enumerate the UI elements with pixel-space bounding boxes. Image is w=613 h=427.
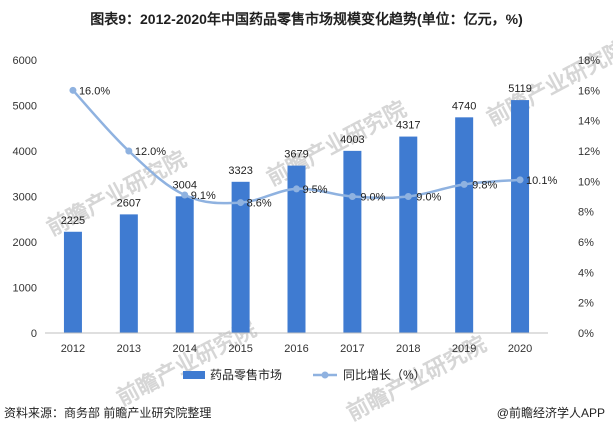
left-axis-tick-label: 0 — [31, 328, 37, 340]
left-axis: 0 1000 2000 3000 4000 5000 6000 — [13, 55, 37, 340]
right-axis-tick-label: 4% — [578, 267, 594, 279]
bar — [511, 100, 530, 333]
legend-bar-swatch — [183, 371, 205, 379]
bar — [399, 136, 418, 333]
line-value-label: 8.6% — [247, 198, 272, 210]
growth-line — [72, 89, 521, 205]
line-point — [69, 86, 77, 94]
left-axis-tick-label: 6000 — [13, 55, 37, 67]
right-axis-tick-label: 2% — [578, 298, 594, 310]
left-axis-tick-label: 2000 — [13, 237, 37, 249]
bar — [63, 231, 82, 333]
x-axis-tick-label: 2013 — [117, 343, 141, 355]
line-value-label: 9.8% — [472, 179, 497, 191]
line-point — [348, 193, 356, 200]
line-value-label: 9.0% — [360, 192, 385, 204]
bar — [119, 214, 138, 333]
line-point — [460, 180, 468, 188]
bar-value-label: 3323 — [228, 165, 252, 177]
bar-value-label: 3679 — [284, 149, 308, 161]
line-value-label: 10.1% — [526, 175, 557, 187]
x-axis-tick-label: 2015 — [228, 343, 252, 355]
line-point — [516, 176, 524, 184]
line-value-label: 9.5% — [303, 184, 328, 196]
bar-value-label: 4003 — [340, 134, 364, 146]
source-note: 资料来源：商务部 前瞻产业研究院整理 — [4, 406, 212, 420]
line-point — [237, 199, 245, 207]
legend-bar-label: 药品零售市场 — [210, 367, 282, 382]
line-point — [293, 185, 300, 193]
chart-title: 图表9：2012-2020年中国药品零售市场规模变化趋势(单位：亿元，%) — [90, 11, 523, 27]
x-axis-tick-label: 2012 — [61, 343, 85, 355]
x-axis-tick-label: 2018 — [396, 343, 420, 355]
line-value-label: 12.0% — [135, 146, 166, 158]
line-value-label: 16.0% — [79, 85, 110, 97]
legend-line-label: 同比增长（%） — [343, 368, 426, 382]
brand-credit: @前瞻经济学人APP — [496, 406, 605, 420]
bar — [231, 181, 250, 333]
watermark-text: 前瞻产业研究院 — [263, 96, 411, 190]
bar-value-label: 4317 — [396, 120, 420, 132]
bar-value-label: 2607 — [117, 197, 141, 209]
right-axis-tick-label: 12% — [578, 146, 600, 158]
x-axis: 2012 2013 2014 2015 2016 2017 2018 2019 2020 — [45, 332, 548, 355]
line-point — [404, 193, 412, 200]
right-axis-tick-label: 10% — [578, 176, 600, 188]
left-axis-tick-label: 5000 — [13, 101, 37, 113]
line-value-label: 9.0% — [416, 192, 441, 204]
right-axis-tick-label: 6% — [578, 237, 594, 249]
left-axis-tick-label: 1000 — [13, 283, 37, 295]
right-axis: 0% 2% 4% 6% 8% 10% 12% 14% 16% 18% — [578, 55, 600, 340]
legend: 药品零售市场 同比增长（%） — [183, 367, 426, 382]
legend-line-marker — [321, 371, 329, 379]
line-series: 16.0% 12.0% 9.1% 8.6% 9.5% 9.0% 9.0% 9.8% 10.1% — [69, 85, 557, 210]
left-axis-tick-label: 4000 — [13, 146, 37, 158]
bar — [343, 150, 362, 333]
right-axis-tick-label: 14% — [578, 116, 600, 128]
bar-value-label: 5119 — [508, 83, 532, 95]
x-axis-tick-label: 2020 — [508, 343, 532, 355]
line-point — [181, 191, 189, 199]
x-axis-tick-label: 2016 — [284, 343, 308, 355]
bar — [175, 196, 194, 333]
bar-value-label: 3004 — [172, 179, 196, 191]
right-axis-tick-label: 0% — [578, 328, 594, 340]
bar-value-label: 4740 — [452, 100, 476, 112]
right-axis-tick-label: 18% — [578, 55, 600, 67]
bar — [287, 165, 306, 333]
bar-series: 2225 2607 3004 3323 3679 4003 4317 4740 5119 — [61, 83, 532, 333]
line-value-label: 9.1% — [191, 190, 216, 202]
right-axis-tick-label: 8% — [578, 207, 594, 219]
x-axis-tick-label: 2014 — [172, 343, 196, 355]
right-axis-tick-label: 16% — [578, 85, 600, 97]
x-axis-tick-label: 2017 — [340, 343, 364, 355]
x-axis-tick-label: 2019 — [452, 343, 476, 355]
line-point — [125, 147, 133, 155]
left-axis-tick-label: 3000 — [13, 192, 37, 204]
bar-value-label: 2225 — [61, 215, 85, 227]
bar — [455, 117, 474, 333]
